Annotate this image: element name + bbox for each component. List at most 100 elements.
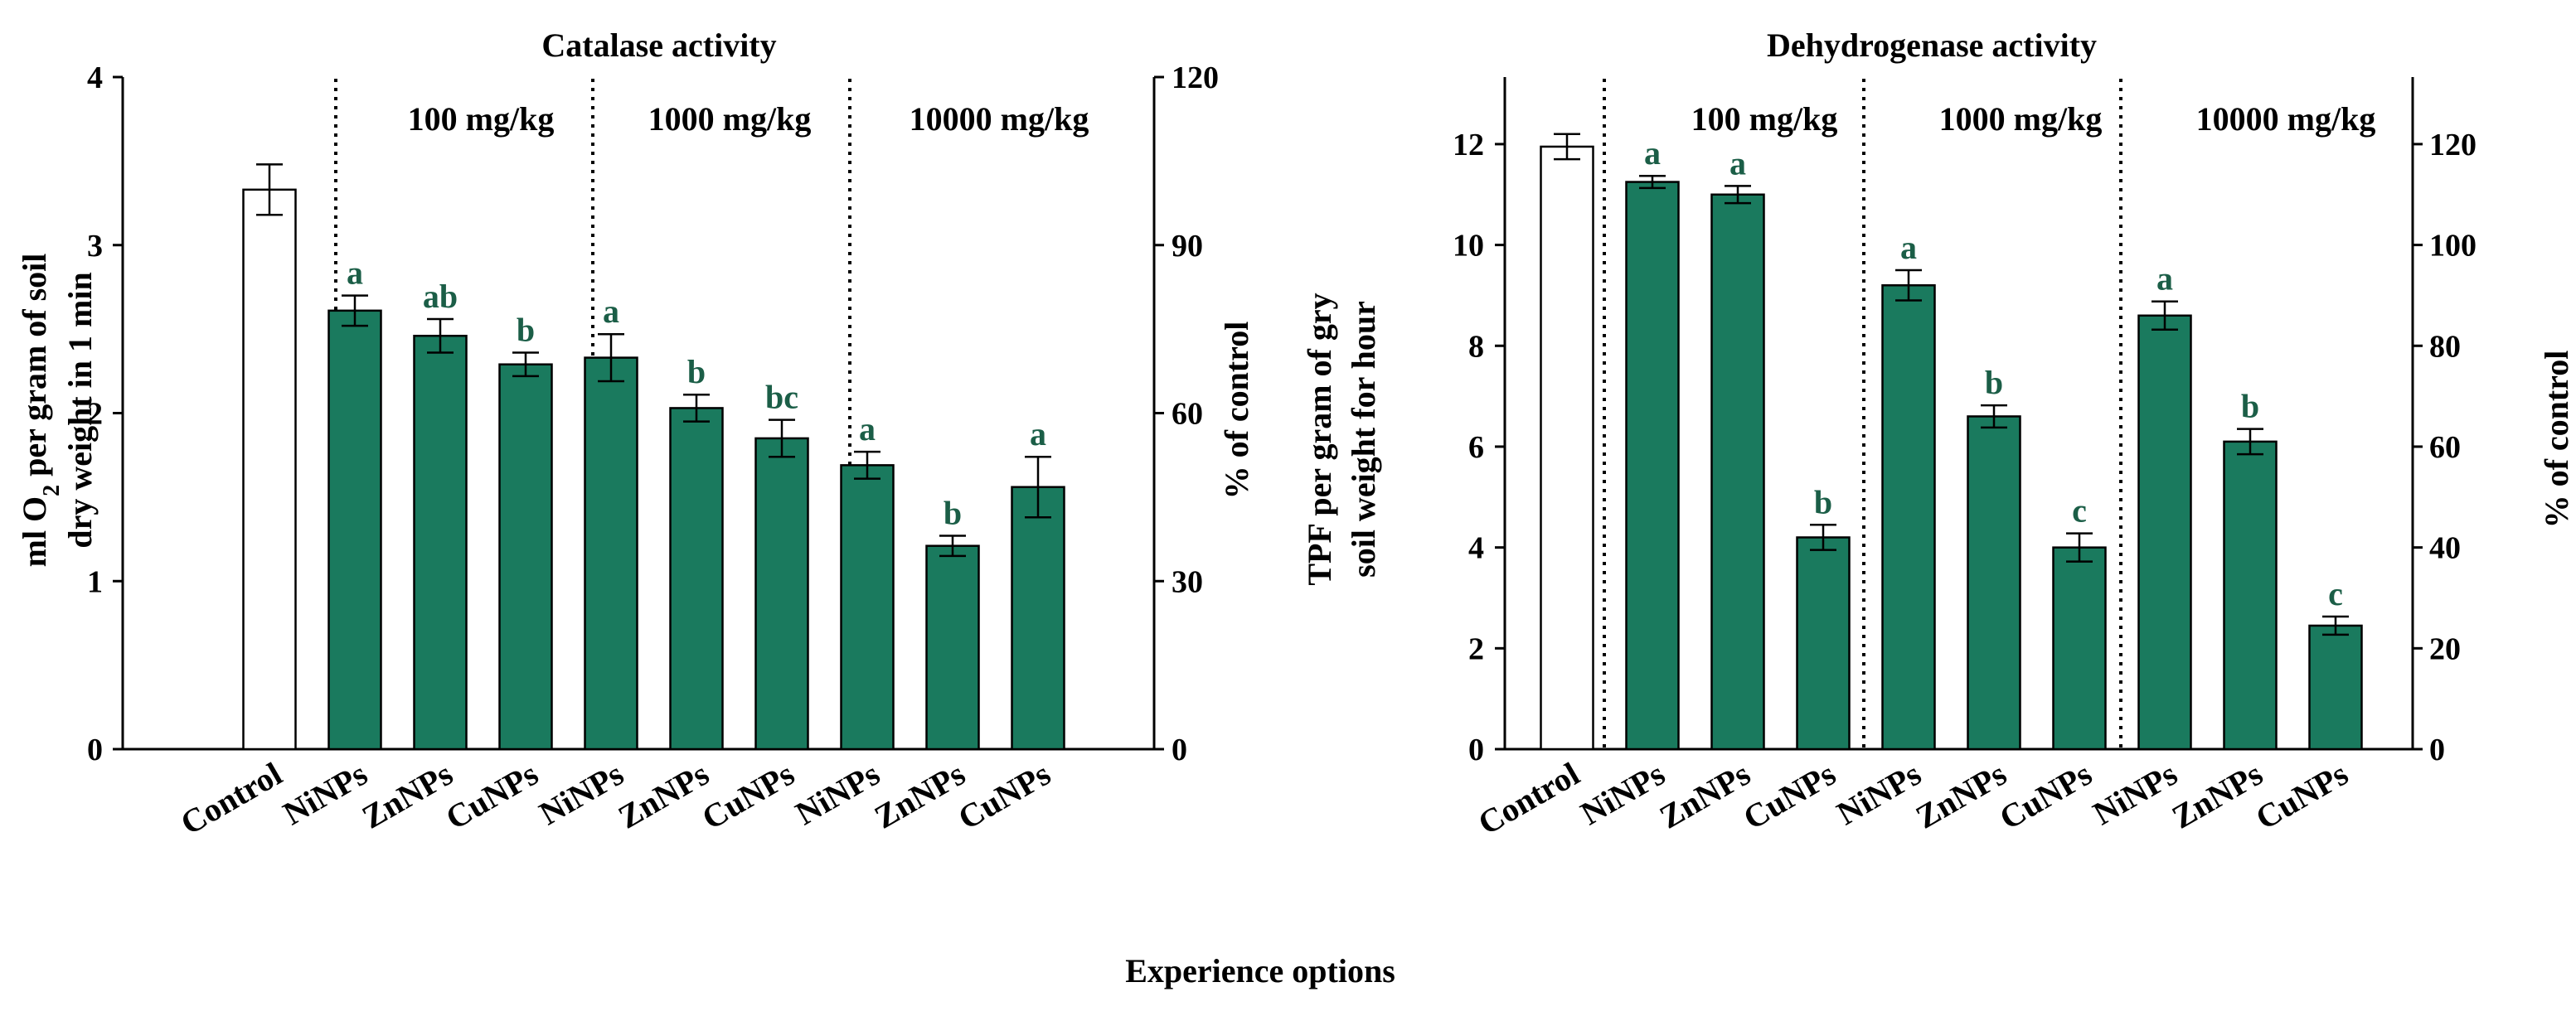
dehydrogenase-chart: Dehydrogenase activity024681012020406080…	[1301, 27, 2575, 842]
treatment-bar	[1011, 486, 1065, 751]
significance-letter: a	[347, 254, 363, 292]
category-label: NiNPs	[1831, 755, 1928, 832]
right-tick-label: 20	[2429, 631, 2461, 666]
right-tick-label: 0	[2429, 733, 2445, 767]
category-label: NiNPs	[789, 755, 886, 832]
category-label: CuNPs	[696, 755, 800, 837]
treatment-bar	[498, 363, 553, 751]
right-tick-label: 120	[2429, 128, 2477, 162]
treatment-bar	[1881, 284, 1936, 751]
category-label: ZnNPs	[868, 755, 972, 836]
left-tick-label: 6	[1468, 430, 1484, 465]
treatment-bar	[1625, 181, 1680, 751]
treatment-bar	[1967, 415, 2021, 751]
significance-letter: a	[1729, 144, 1746, 181]
left-tick-label: 10	[1453, 229, 1484, 264]
chart-title: Catalase activity	[541, 27, 776, 64]
right-tick-label: 60	[1172, 397, 1203, 432]
chart-title: Dehydrogenase activity	[1767, 27, 2097, 64]
left-tick-label: 8	[1468, 329, 1484, 364]
left-tick-label: 4	[1468, 531, 1484, 566]
left-tick-label: 2	[1468, 631, 1484, 666]
significance-letter: c	[2072, 492, 2087, 530]
left-tick-label: 12	[1453, 128, 1484, 162]
left-y-axis-label-line2: soil weight for hour	[1345, 301, 1382, 578]
left-tick-label: 1	[87, 564, 103, 599]
treatment-bar	[754, 437, 809, 751]
category-label: ZnNPs	[1909, 755, 2013, 836]
ylabel-part: ml O	[16, 496, 53, 568]
significance-letter: a	[1644, 134, 1661, 172]
category-label: ZnNPs	[612, 755, 716, 836]
dose-group-label: 1000 mg/kg	[648, 100, 812, 138]
right-tick-label: 80	[2429, 329, 2461, 364]
right-tick-label: 90	[1172, 229, 1203, 264]
dose-group-label: 100 mg/kg	[1691, 100, 1838, 138]
category-label: NiNPs	[1574, 755, 1671, 832]
right-tick-label: 40	[2429, 531, 2461, 566]
category-label: ZnNPs	[2166, 755, 2269, 836]
category-label: NiNPs	[2087, 755, 2184, 832]
significance-letter: a	[1900, 229, 1917, 266]
significance-letter: a	[603, 293, 619, 330]
treatment-bar	[1710, 193, 1765, 751]
category-label: CuNPs	[952, 755, 1056, 837]
category-label: CuNPs	[1737, 755, 1841, 837]
significance-letter: b	[2241, 388, 2259, 425]
treatment-bar	[2137, 314, 2192, 751]
x-axis-label: Experience options	[1125, 952, 1395, 989]
category-label: CuNPs	[439, 755, 544, 837]
dose-group-label: 10000 mg/kg	[910, 100, 1089, 138]
dose-group-label: 100 mg/kg	[408, 100, 555, 138]
right-tick-label: 60	[2429, 430, 2461, 465]
left-y-axis-label-line1: TPF per gram of gry	[1301, 293, 1338, 585]
treatment-bar	[1796, 536, 1851, 751]
control-bar	[1540, 145, 1594, 751]
treatment-bar	[2052, 546, 2107, 751]
dose-group-label: 10000 mg/kg	[2196, 100, 2376, 138]
treatment-bar	[327, 309, 382, 751]
significance-letter: b	[1814, 483, 1832, 520]
left-tick-label: 0	[87, 733, 103, 767]
treatment-bar	[925, 544, 980, 751]
right-tick-label: 100	[2429, 229, 2477, 264]
category-label: Control	[1472, 755, 1585, 842]
category-label: ZnNPs	[356, 755, 459, 836]
treatment-bar	[840, 464, 895, 751]
right-tick-label: 120	[1172, 60, 1219, 95]
dose-group-label: 1000 mg/kg	[1939, 100, 2103, 138]
treatment-bar	[2308, 624, 2363, 751]
right-tick-label: 0	[1172, 733, 1187, 767]
significance-letter: a	[2156, 260, 2173, 298]
treatment-bar	[669, 407, 724, 751]
significance-letter: b	[1985, 364, 2003, 401]
right-y-axis-label: % of control	[1218, 322, 1255, 500]
treatment-bar	[584, 356, 638, 751]
category-label: CuNPs	[2249, 755, 2354, 837]
left-y-axis-label-line1: ml O2 per gram of soil	[16, 254, 65, 568]
significance-letter: a	[859, 410, 876, 448]
significance-letter: b	[687, 353, 706, 390]
ylabel-part: per gram of soil	[16, 254, 53, 485]
control-bar	[242, 188, 297, 751]
catalase-chart: Catalase activity 0 1 2 3 4 0 30 60 90 120 100 mg/k…	[16, 27, 1255, 842]
treatment-bar	[2223, 440, 2278, 751]
left-y-axis-label-line2: dry weight in 1 min	[61, 272, 99, 548]
ylabel-subscript: 2	[39, 485, 65, 496]
treatment-bar	[413, 334, 468, 751]
left-tick-label: 0	[1468, 733, 1484, 767]
significance-letter: ab	[423, 278, 458, 315]
right-tick-label: 30	[1172, 564, 1203, 599]
category-label: NiNPs	[277, 755, 374, 832]
category-label: NiNPs	[533, 755, 630, 832]
left-tick-label: 3	[87, 229, 103, 264]
significance-letter: c	[2328, 575, 2343, 612]
significance-letter: a	[1030, 415, 1046, 452]
left-tick-label: 4	[87, 60, 103, 95]
category-label: CuNPs	[1993, 755, 2098, 837]
category-label: Control	[174, 755, 288, 842]
left-tick-label: 2	[87, 397, 103, 432]
right-y-axis-label: % of control	[2538, 351, 2575, 529]
significance-letter: b	[944, 495, 962, 532]
